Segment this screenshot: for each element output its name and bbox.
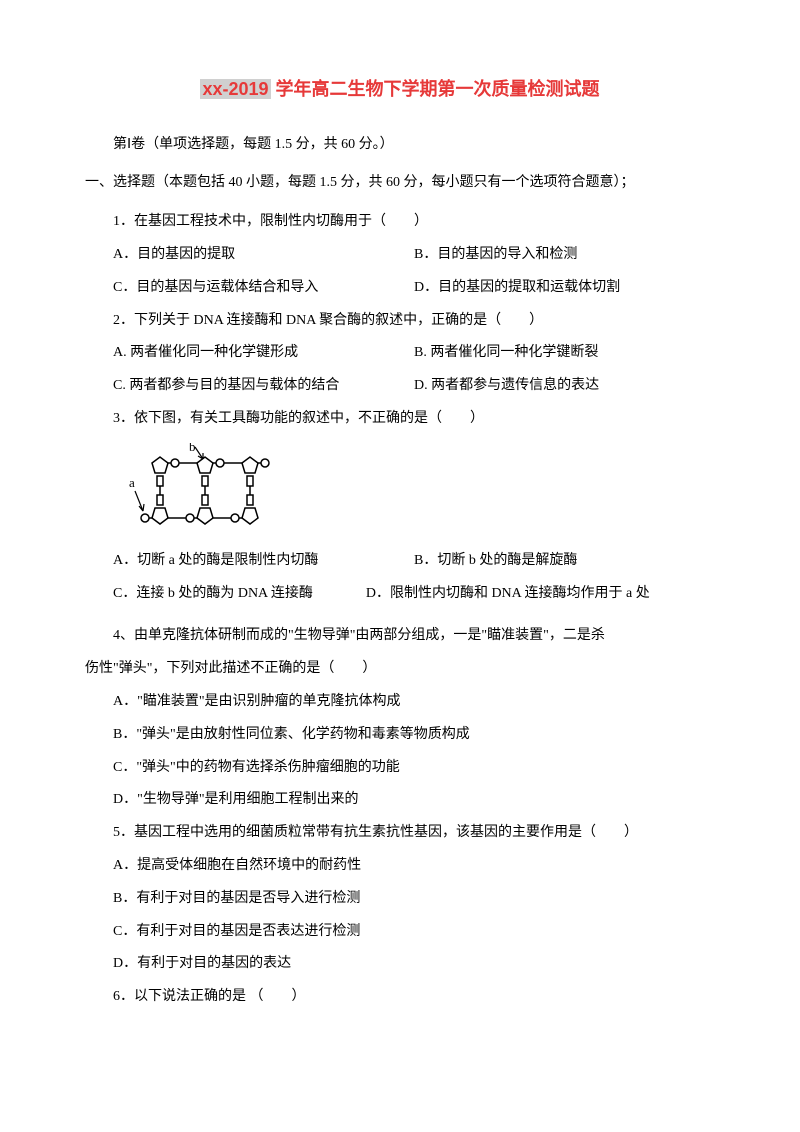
q2-opt-d: D. 两者都参与遗传信息的表达 [414,371,715,402]
q1-options-row1: A．目的基因的提取 B．目的基因的导入和检测 [113,240,715,271]
q3-text: 3．依下图，有关工具酶功能的叙述中，不正确的是（ ） [85,404,715,435]
q5-opt-a: A．提高受体细胞在自然环境中的耐药性 [113,851,715,882]
q3-options-row2: C．连接 b 处的酶为 DNA 连接酶 D．限制性内切酶和 DNA 连接酶均作用… [113,579,715,610]
q1-opt-a: A．目的基因的提取 [113,240,414,271]
q4-opt-a: A．"瞄准装置"是由识别肿瘤的单克隆抗体构成 [113,687,715,718]
q3-opt-b: B．切断 b 处的酶是解旋酶 [414,546,715,577]
q2-opt-c: C. 两者都参与目的基因与载体的结合 [113,371,414,402]
q5-opt-c: C．有利于对目的基因是否表达进行检测 [113,917,715,948]
diagram-label-b: b [189,443,196,454]
q2-options-row1: A. 两者催化同一种化学键形成 B. 两者催化同一种化学键断裂 [113,338,715,369]
q5-text: 5．基因工程中选用的细菌质粒常带有抗生素抗性基因，该基因的主要作用是（ ） [85,818,715,849]
q4-opt-b: B．"弹头"是由放射性同位素、化学药物和毒素等物质构成 [113,720,715,751]
q1-options-row2: C．目的基因与运载体结合和导入 D．目的基因的提取和运载体切割 [113,273,715,304]
q3-opt-d: D．限制性内切酶和 DNA 连接酶均作用于 a 处 [366,579,715,610]
q2-opt-b: B. 两者催化同一种化学键断裂 [414,338,715,369]
q6-text: 6．以下说法正确的是 （ ） [85,982,715,1013]
part1-header: 第Ⅰ卷（单项选择题，每题 1.5 分，共 60 分。） [85,130,715,161]
q4-line2: 伤性"弹头"，下列对此描述不正确的是（ ） [85,654,715,685]
q2-options-row2: C. 两者都参与目的基因与载体的结合 D. 两者都参与遗传信息的表达 [113,371,715,402]
q4-line1: 4、由单克隆抗体研制而成的"生物导弹"由两部分组成，一是"瞄准装置"，二是杀 [85,621,715,652]
q4-opt-d: D．"生物导弹"是利用细胞工程制出来的 [113,785,715,816]
q1-opt-d: D．目的基因的提取和运载体切割 [414,273,715,304]
q3-diagram: a b [127,443,715,538]
q1-text: 1．在基因工程技术中，限制性内切酶用于（ ） [85,207,715,238]
q5-opt-d: D．有利于对目的基因的表达 [113,949,715,980]
q5-opt-b: B．有利于对目的基因是否导入进行检测 [113,884,715,915]
q4-opt-c: C．"弹头"中的药物有选择杀伤肿瘤细胞的功能 [113,753,715,784]
q3-opt-a: A．切断 a 处的酶是限制性内切酶 [113,546,414,577]
section1-header: 一、选择题（本题包括 40 小题，每题 1.5 分，共 60 分，每小题只有一个… [85,168,715,199]
q2-text: 2．下列关于 DNA 连接酶和 DNA 聚合酶的叙述中，正确的是（ ） [85,306,715,337]
title-main: 学年高二生物下学期第一次质量检测试题 [271,79,600,99]
q2-opt-a: A. 两者催化同一种化学键形成 [113,338,414,369]
title-highlight: xx-2019 [200,79,270,99]
q1-opt-c: C．目的基因与运载体结合和导入 [113,273,414,304]
q1-opt-b: B．目的基因的导入和检测 [414,240,715,271]
diagram-label-a: a [129,475,135,490]
exam-title: xx-2019 学年高二生物下学期第一次质量检测试题 [85,70,715,110]
q3-opt-c: C．连接 b 处的酶为 DNA 连接酶 [113,579,366,610]
q3-options-row1: A．切断 a 处的酶是限制性内切酶 B．切断 b 处的酶是解旋酶 [113,546,715,577]
